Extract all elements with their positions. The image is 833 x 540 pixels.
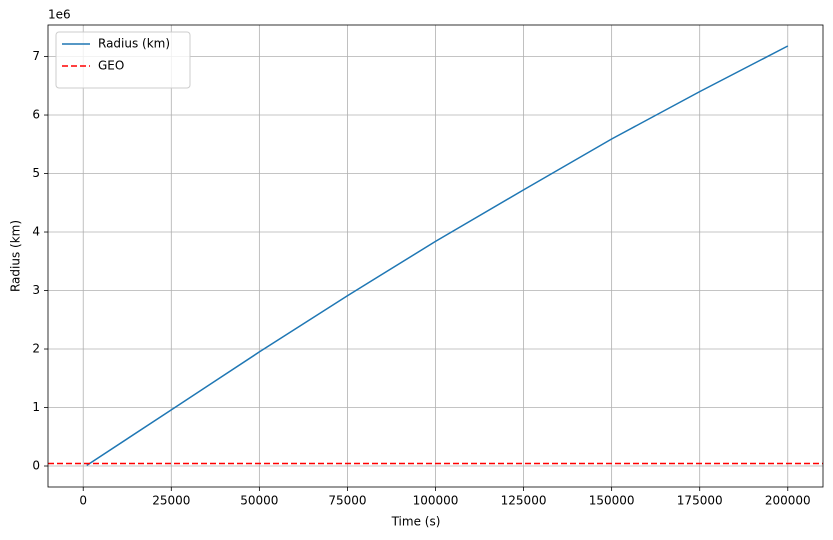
x-tick-label: 100000 xyxy=(413,494,459,508)
y-tick-label: 3 xyxy=(32,283,40,297)
x-tick-label: 0 xyxy=(79,494,87,508)
y-tick-label: 7 xyxy=(32,49,40,63)
x-axis-label: Time (s) xyxy=(391,515,441,529)
y-axis-label: Radius (km) xyxy=(9,220,23,292)
y-offset-label: 1e6 xyxy=(48,8,71,22)
x-tick-label: 25000 xyxy=(152,494,190,508)
x-tick-label: 200000 xyxy=(765,494,811,508)
y-tick-label: 5 xyxy=(32,166,40,180)
x-tick-label: 125000 xyxy=(501,494,547,508)
plot-frame xyxy=(47,24,824,488)
y-tick-label: 4 xyxy=(32,225,40,239)
x-tick-label: 150000 xyxy=(589,494,635,508)
y-tick-label: 0 xyxy=(32,459,40,473)
legend-label: Radius (km) xyxy=(98,37,170,51)
x-tick-label: 175000 xyxy=(677,494,723,508)
y-tick-label: 6 xyxy=(32,108,40,122)
legend-box xyxy=(55,31,191,89)
data-line xyxy=(86,45,789,467)
x-tick-label: 75000 xyxy=(328,494,366,508)
legend-label: GEO xyxy=(98,59,124,73)
y-tick-label: 2 xyxy=(32,342,40,356)
y-tick-label: 1 xyxy=(32,400,40,414)
x-tick-label: 50000 xyxy=(240,494,278,508)
